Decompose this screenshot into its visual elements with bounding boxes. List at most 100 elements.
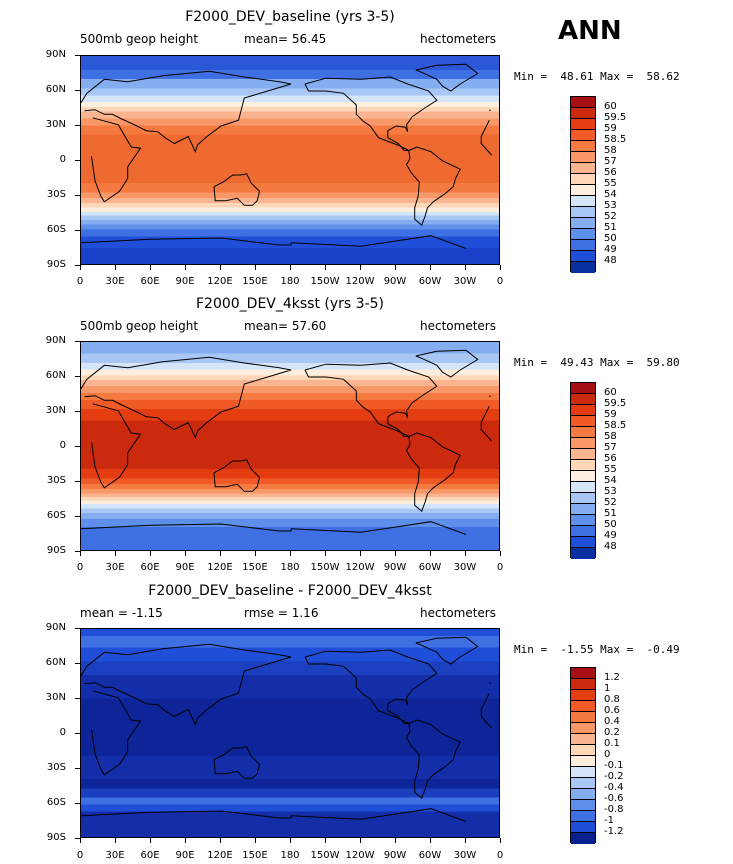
colorbar-label: 59 [604, 123, 617, 134]
panel-center-label: mean= 56.45 [244, 32, 327, 46]
coastline-overlay [81, 63, 493, 249]
panel-right-label: hectometers [420, 32, 496, 46]
colorbar-segment [571, 207, 595, 218]
colorbar-label: 0.4 [604, 716, 620, 727]
colorbar-label: 55 [604, 464, 617, 475]
colorbar-label: -0.6 [604, 793, 624, 804]
coastline [480, 119, 490, 137]
season-label: ANN [558, 16, 622, 46]
panel-right-label: hectometers [420, 319, 496, 333]
lat-tick-label: 90S [46, 832, 66, 843]
colorbar-segment [571, 229, 595, 240]
lon-tick-label: 150W [310, 850, 340, 861]
lat-tick-label: 60N [45, 657, 66, 668]
lat-tick [75, 376, 80, 377]
coastline-overlay [81, 636, 493, 822]
coastline [405, 146, 461, 227]
lon-tick [430, 838, 431, 843]
lon-tick-label: 120E [207, 850, 233, 861]
lat-tick [75, 265, 80, 266]
lon-tick [255, 551, 256, 556]
panel-title: F2000_DEV_baseline - F2000_DEV_4ksst [148, 583, 432, 599]
coastline [405, 432, 461, 513]
colorbar-label: 0.2 [604, 727, 620, 738]
colorbar-segment [571, 108, 595, 119]
colorbar-segment [571, 405, 595, 416]
colorbar-segment [571, 800, 595, 811]
lon-tick [185, 838, 186, 843]
lat-tick [75, 411, 80, 412]
lon-tick-label: 0 [76, 850, 84, 861]
coastline [480, 136, 493, 156]
lon-tick [80, 265, 81, 270]
lon-tick [115, 838, 116, 843]
colorbar-segment [571, 196, 595, 207]
coastline [415, 63, 479, 92]
colorbar-segment [571, 119, 595, 130]
lat-tick-label: 30S [46, 762, 66, 773]
colorbar [570, 382, 596, 559]
lon-tick [465, 838, 466, 843]
lat-tick-label: 90N [45, 49, 66, 60]
colorbar-label: 49 [604, 244, 617, 255]
lon-tick-label: 90W [383, 276, 407, 287]
lon-tick-label: 90W [383, 850, 407, 861]
lon-tick [395, 265, 396, 270]
colorbar-segment [571, 548, 595, 559]
colorbar-segment [571, 701, 595, 712]
colorbar-segment [571, 240, 595, 251]
colorbar-label: 59.5 [604, 398, 627, 409]
lon-tick [185, 551, 186, 556]
lat-tick [75, 481, 80, 482]
colorbar-segment [571, 504, 595, 515]
colorbar-label: 57 [604, 156, 617, 167]
colorbar-segment [571, 833, 595, 844]
lon-tick-label: 150E [242, 562, 268, 573]
coastline [81, 643, 292, 727]
contour-fill [81, 342, 499, 550]
lon-tick-label: 0 [496, 850, 504, 861]
colorbar-label: 0 [604, 749, 611, 760]
lat-tick-label: 90N [45, 622, 66, 633]
lat-tick-label: 0 [59, 154, 66, 165]
lat-tick [75, 516, 80, 517]
colorbar-label: -1.2 [604, 826, 624, 837]
lon-tick-label: 30W [453, 276, 477, 287]
lat-tick-label: 90S [46, 545, 66, 556]
coastline [81, 810, 292, 819]
colorbar-label: 1.2 [604, 672, 620, 683]
coastline [290, 521, 467, 535]
lon-tick-label: 60W [418, 276, 442, 287]
panel-right-label: hectometers [420, 606, 496, 620]
coastline [488, 395, 491, 398]
lon-tick-label: 120W [345, 562, 375, 573]
colorbar-label: 60 [604, 387, 617, 398]
lon-tick-label: 0 [496, 562, 504, 573]
colorbar-segment [571, 778, 595, 789]
colorbar-label: 0.6 [604, 705, 620, 716]
lon-tick-label: 30W [453, 850, 477, 861]
lon-tick-label: 60E [140, 562, 160, 573]
colorbar-label: 50 [604, 519, 617, 530]
coastline [415, 349, 479, 378]
lat-tick [75, 803, 80, 804]
colorbar-label: 55 [604, 178, 617, 189]
coastline [290, 235, 467, 249]
coastline [480, 405, 490, 423]
coastline [91, 403, 142, 489]
lat-tick [75, 698, 80, 699]
coastline [415, 636, 479, 665]
coastline [91, 117, 142, 203]
lon-tick [80, 551, 81, 556]
lat-tick [75, 341, 80, 342]
colorbar-label: 48 [604, 255, 617, 266]
lon-tick-label: 90W [383, 562, 407, 573]
coastline [81, 70, 292, 154]
min-max-label: Min = 48.61 Max = 58.62 [514, 70, 680, 83]
colorbar-label: 0.1 [604, 738, 620, 749]
coastline [81, 237, 292, 246]
colorbar-segment [571, 811, 595, 822]
lon-tick-label: 30E [105, 850, 125, 861]
colorbar-label: 53 [604, 200, 617, 211]
colorbar-segment [571, 822, 595, 833]
